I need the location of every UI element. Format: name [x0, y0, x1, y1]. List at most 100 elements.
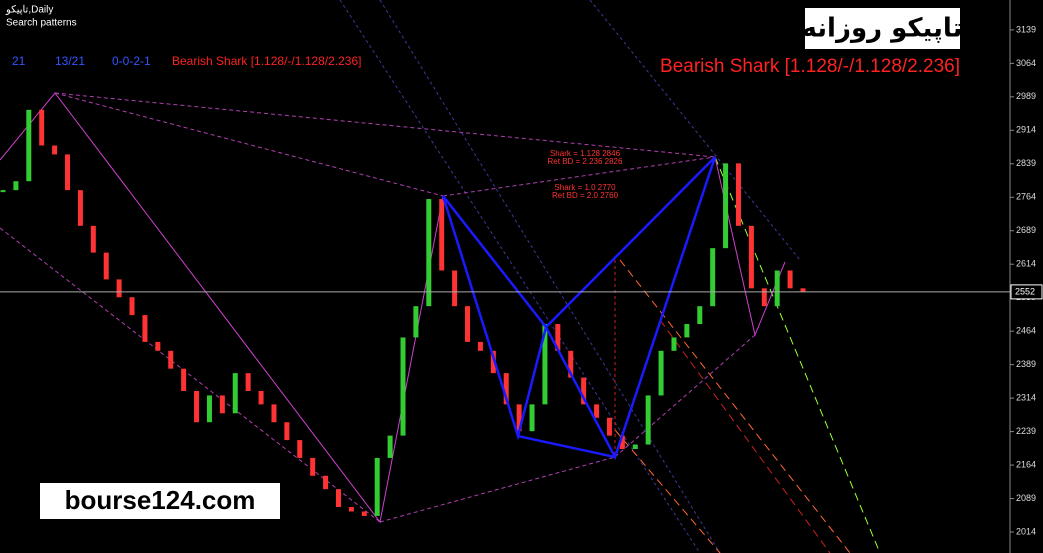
- y-tick-label: 2314: [1016, 392, 1036, 402]
- candle: [774, 270, 780, 307]
- candle: [426, 199, 432, 307]
- candle: [258, 390, 264, 405]
- annotation: Shark = 1.128 2846: [550, 149, 621, 158]
- candle: [335, 489, 341, 508]
- decorations: [0, 0, 1011, 553]
- pattern-line: [517, 434, 616, 459]
- candle: [710, 248, 716, 307]
- channel-line: [379, 0, 721, 553]
- candle: [0, 190, 6, 193]
- y-tick-label: 2239: [1016, 426, 1036, 436]
- candle: [271, 404, 277, 423]
- candle: [348, 507, 354, 512]
- candle: [39, 109, 45, 146]
- current-price: 2552: [1015, 286, 1035, 296]
- current-price-box: [1010, 284, 1043, 300]
- candle: [219, 395, 225, 414]
- candle: [245, 373, 251, 391]
- watermark-box: [40, 483, 280, 519]
- candle: [671, 337, 677, 351]
- candle: [606, 417, 612, 436]
- candle: [413, 306, 419, 338]
- annotation: Ret BD = 2.236 2826: [548, 157, 623, 166]
- subtitle: Search patterns: [6, 18, 77, 29]
- y-tick-label: 2164: [1016, 459, 1036, 469]
- pattern-guide: [442, 156, 716, 197]
- y-tick-label: 2089: [1016, 493, 1036, 503]
- candle: [116, 279, 122, 298]
- candle: [697, 306, 703, 325]
- candle: [619, 435, 625, 450]
- candle: [723, 163, 729, 249]
- candle: [103, 252, 109, 280]
- candle: [645, 395, 651, 445]
- candle: [52, 145, 58, 155]
- y-tick-label: 2464: [1016, 326, 1036, 336]
- candle: [568, 350, 574, 378]
- channel-line: [339, 0, 701, 553]
- candle: [65, 154, 71, 191]
- status: 21: [12, 54, 26, 68]
- candle: [323, 475, 329, 490]
- y-tick-label: 2014: [1016, 526, 1036, 536]
- pattern-guide: [379, 456, 616, 523]
- candle: [658, 350, 664, 396]
- channel-line: [589, 0, 801, 261]
- candle: [181, 368, 187, 391]
- candle: [529, 404, 535, 432]
- candle: [452, 270, 458, 307]
- candle: [168, 350, 174, 369]
- candle: [90, 225, 96, 253]
- candle: [400, 337, 406, 436]
- candle: [297, 440, 303, 458]
- status: 0-0-2-1: [112, 54, 151, 68]
- candle: [490, 350, 496, 374]
- y-tick-label: 2989: [1016, 91, 1036, 101]
- badge-box: [805, 8, 960, 49]
- candle: [581, 377, 587, 405]
- y-tick-label: 2764: [1016, 192, 1036, 202]
- pattern-label: Bearish Shark [1.128/-/1.128/2.236]: [172, 54, 361, 68]
- candle: [232, 373, 238, 414]
- candle: [800, 288, 806, 292]
- candle: [284, 422, 290, 441]
- candle: [465, 306, 471, 342]
- candle: [374, 457, 380, 516]
- candle: [632, 444, 638, 450]
- candle: [361, 511, 367, 516]
- candle: [26, 109, 32, 182]
- candle: [735, 163, 741, 226]
- candle: [555, 324, 561, 351]
- projection-line: [659, 319, 831, 553]
- y-tick-label: 2614: [1016, 259, 1036, 269]
- candle: [439, 199, 445, 271]
- y-tick-label: 2389: [1016, 359, 1036, 369]
- candle: [77, 190, 83, 226]
- candle: [206, 395, 212, 423]
- annotation: Ret BD = 2.0 2760: [552, 191, 619, 200]
- candle: [516, 404, 522, 432]
- y-tick-label: 2689: [1016, 225, 1036, 235]
- annotation: Shark = 1.0 2770: [554, 183, 616, 192]
- pattern-line: [442, 156, 716, 330]
- status: 13/21: [55, 54, 85, 68]
- candle: [155, 341, 161, 351]
- candle: [787, 270, 793, 289]
- candle: [142, 315, 148, 342]
- projection-line: [614, 429, 721, 553]
- y-tick-label: 3139: [1016, 24, 1036, 34]
- y-tick-label: 2914: [1016, 125, 1036, 135]
- candle: [684, 324, 690, 338]
- badge: تاپیکو روزانه: [802, 14, 963, 44]
- candle: [761, 288, 767, 307]
- projection-line: [714, 156, 881, 553]
- chart-title: Bearish Shark [1.128/-/1.128/2.236]: [660, 56, 960, 77]
- y-tick-label: 3064: [1016, 58, 1036, 68]
- pattern-guide: [54, 92, 716, 158]
- candle: [503, 373, 509, 405]
- pattern-guide: [54, 92, 444, 197]
- symbol: تاپیکو,Daily: [5, 5, 53, 16]
- candle: [387, 435, 393, 458]
